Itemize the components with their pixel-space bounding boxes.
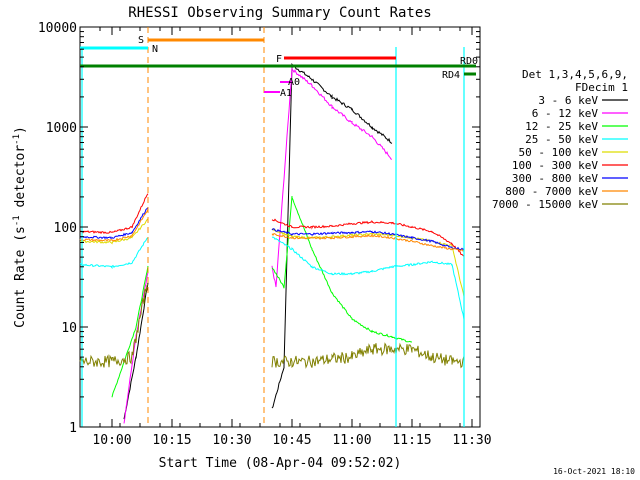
legend-label-2: 12 - 25 keV: [525, 120, 598, 133]
series-6-12-kev-pre: [123, 272, 149, 424]
legend-label-8: 7000 - 15000 keV: [492, 198, 598, 211]
flag-label-rd4: RD4: [442, 70, 460, 81]
legend-label-3: 25 - 50 keV: [525, 133, 598, 146]
x-tick-label-1: 10:15: [152, 433, 191, 448]
legend-title-line-1: FDecim 1: [575, 81, 628, 94]
y-tick-label-4: 10000: [38, 21, 77, 36]
y-tick-label-1: 10: [61, 321, 77, 336]
timestamp: 16-Oct-2021 18:10: [553, 467, 635, 476]
series-300-800-kev-post: [271, 228, 465, 251]
series-12-25-kev-pre: [111, 265, 149, 398]
flag-label-n: N: [152, 44, 158, 55]
y-tick-label-0: 1: [69, 421, 77, 436]
flag-label-a1: A1: [280, 88, 292, 99]
x-tick-label-6: 11:30: [452, 433, 491, 448]
series-50-100-kev-pre: [79, 218, 149, 245]
x-tick-label-0: 10:00: [92, 433, 131, 448]
x-tick-label-5: 11:15: [392, 433, 431, 448]
legend-title-line-0: Det 1,3,4,5,6,9,: [522, 68, 628, 81]
y-axis-label: Count Rate (s-1 detector-1): [12, 126, 28, 328]
x-axis-label: Start Time (08-Apr-04 09:52:02): [159, 456, 402, 471]
legend-label-0: 3 - 6 keV: [538, 94, 598, 107]
series-100-300-kev-pre: [79, 193, 149, 235]
x-tick-label-2: 10:30: [212, 433, 251, 448]
x-tick-label-3: 10:45: [272, 433, 311, 448]
legend-label-5: 100 - 300 keV: [512, 159, 598, 172]
y-tick-label-3: 1000: [46, 121, 77, 136]
x-tick-label-4: 11:00: [332, 433, 371, 448]
chart-title: RHESSI Observing Summary Count Rates: [128, 5, 431, 21]
series-800-7000-kev-post: [271, 232, 465, 252]
series-12-25-kev-post: [271, 195, 413, 343]
flag-label-rd0: RD0: [460, 56, 478, 67]
flag-label-f: F: [276, 54, 282, 65]
series-7000-15000-kev-pre: [79, 283, 149, 368]
flag-label-a0: A0: [288, 77, 300, 88]
series-25-50-kev-pre: [79, 237, 149, 270]
y-tick-label-2: 100: [54, 221, 77, 236]
legend-label-6: 300 - 800 keV: [512, 172, 598, 185]
series-7000-15000-kev-post: [271, 342, 465, 369]
legend-label-4: 50 - 100 keV: [519, 146, 599, 159]
series-3-6-kev-pre: [123, 282, 149, 420]
series-800-7000-kev-pre: [79, 208, 149, 242]
legend-label-1: 6 - 12 keV: [532, 107, 599, 120]
series-100-300-kev-post: [271, 218, 465, 257]
series-6-12-kev-post: [271, 67, 393, 288]
series-25-50-kev-post: [271, 236, 465, 320]
series-300-800-kev-pre: [79, 207, 149, 240]
axis-ticks: 10:00 10:15 10:30 10:45 11:00 11:15 11:30 1 10 10…: [38, 21, 492, 448]
flag-label-s: S: [138, 35, 144, 46]
legend-label-7: 800 - 7000 keV: [505, 185, 598, 198]
